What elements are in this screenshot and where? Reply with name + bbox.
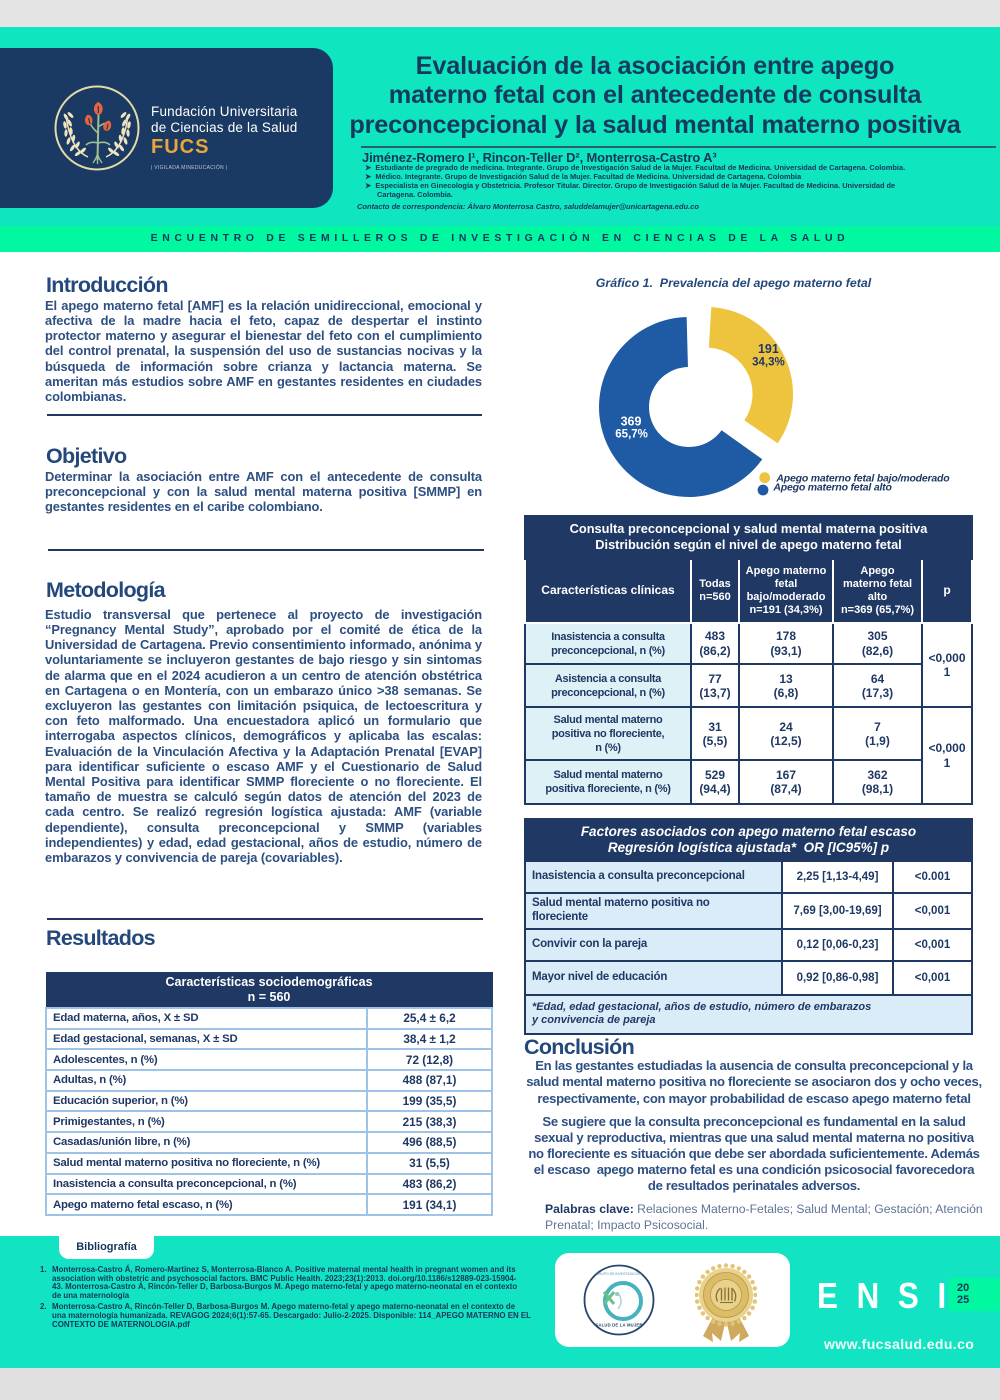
svg-text:34,3%: 34,3% bbox=[752, 357, 785, 369]
svg-text:369: 369 bbox=[621, 415, 642, 429]
svg-text:Apego materno fetal alto: Apego materno fetal alto bbox=[772, 482, 892, 494]
svg-text:191: 191 bbox=[758, 342, 779, 356]
svg-text:GRUPO DE INVESTIGACIÓN: GRUPO DE INVESTIGACIÓN bbox=[596, 1271, 642, 1276]
svg-text:65,7%: 65,7% bbox=[615, 429, 648, 441]
svg-text:Apego materno fetal bajo/moder: Apego materno fetal bajo/moderado bbox=[775, 472, 950, 484]
svg-text:"SALUD DE LA MUJER": "SALUD DE LA MUJER" bbox=[593, 1323, 645, 1328]
